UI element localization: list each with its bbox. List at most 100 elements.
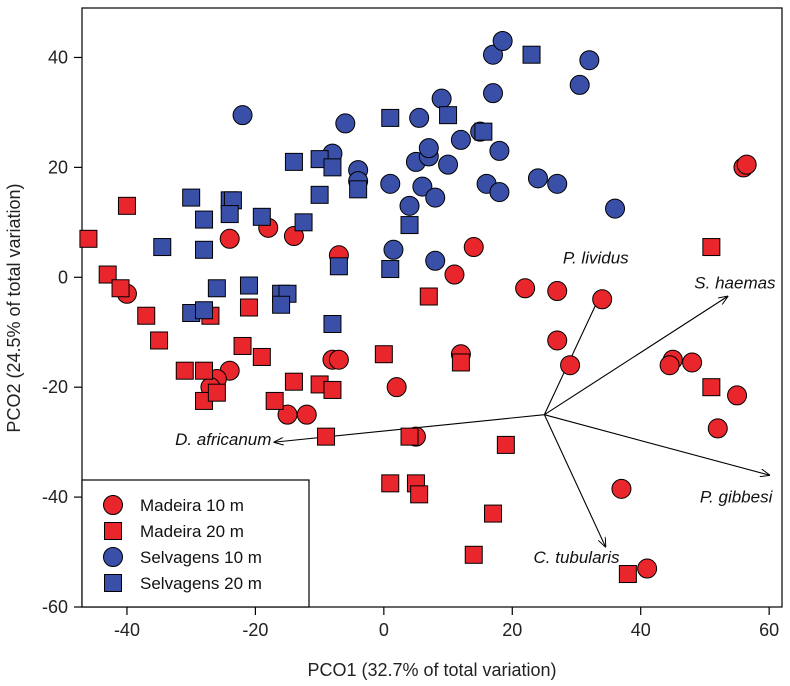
data-point xyxy=(383,239,404,260)
data-point xyxy=(239,298,258,317)
y-tick-label: -40 xyxy=(42,487,68,507)
data-point xyxy=(220,205,239,224)
data-point xyxy=(252,347,271,366)
legend-label: Selvagens 10 m xyxy=(140,548,262,567)
x-tick-label: 60 xyxy=(759,620,779,640)
data-point xyxy=(323,158,342,177)
points-layer xyxy=(79,30,757,584)
data-point xyxy=(265,391,284,410)
data-point xyxy=(195,301,214,320)
data-point xyxy=(386,377,407,398)
data-point xyxy=(727,385,748,406)
y-tick-label: -60 xyxy=(42,597,68,617)
data-point xyxy=(400,427,419,446)
data-point xyxy=(736,154,757,175)
legend-marker xyxy=(103,495,123,515)
vector-label: D. africanum xyxy=(175,430,271,449)
data-point xyxy=(527,168,548,189)
legend-label: Selvagens 20 m xyxy=(140,574,262,593)
data-point xyxy=(439,106,458,125)
data-point xyxy=(618,565,637,584)
data-point xyxy=(329,257,348,276)
data-point xyxy=(150,331,169,350)
data-point xyxy=(381,474,400,493)
vector-arrow xyxy=(543,414,605,547)
x-tick-label: -40 xyxy=(114,620,140,640)
vector-label: S. haemas xyxy=(694,273,776,292)
data-point xyxy=(232,105,253,126)
legend: Madeira 10 m Madeira 20 m Selvagens 10 m Se… xyxy=(81,479,310,608)
data-point xyxy=(418,138,439,159)
data-point xyxy=(233,336,252,355)
vector-arrow xyxy=(544,297,727,416)
data-point xyxy=(431,88,452,109)
vector-arrow xyxy=(544,414,769,475)
data-point xyxy=(381,108,400,127)
y-tick-label: 40 xyxy=(48,47,68,67)
data-point xyxy=(296,404,317,425)
y-axis-title: PCO2 (24.5% of total variation) xyxy=(4,183,24,432)
data-point xyxy=(195,361,214,380)
data-point xyxy=(522,45,541,64)
data-point xyxy=(450,129,471,150)
data-point xyxy=(464,545,483,564)
data-point xyxy=(175,361,194,380)
data-point xyxy=(547,281,568,302)
data-point xyxy=(425,250,446,271)
data-point xyxy=(489,140,510,161)
data-point xyxy=(560,355,581,376)
data-point xyxy=(496,435,515,454)
x-tick-label: 0 xyxy=(379,620,389,640)
data-point xyxy=(272,295,291,314)
data-point xyxy=(410,485,429,504)
data-point xyxy=(374,345,393,364)
data-point xyxy=(117,196,136,215)
legend-marker xyxy=(104,574,122,592)
data-point xyxy=(592,289,613,310)
data-point xyxy=(409,107,430,128)
legend-marker xyxy=(104,522,122,540)
data-point xyxy=(79,229,98,248)
data-point xyxy=(239,276,258,295)
data-point xyxy=(252,207,271,226)
series-group xyxy=(153,45,541,333)
data-point xyxy=(682,352,703,373)
data-point xyxy=(207,279,226,298)
data-point xyxy=(323,314,342,333)
data-point xyxy=(463,237,484,258)
data-point xyxy=(207,383,226,402)
data-point xyxy=(328,349,349,370)
data-point xyxy=(182,188,201,207)
data-point xyxy=(111,279,130,298)
vector-label: P. gibbesi xyxy=(700,488,774,507)
data-point xyxy=(484,504,503,523)
data-point xyxy=(637,558,658,579)
data-point xyxy=(219,228,240,249)
data-point xyxy=(702,238,721,257)
data-point xyxy=(489,182,510,203)
data-point xyxy=(335,113,356,134)
data-point xyxy=(294,213,313,232)
data-point xyxy=(137,306,156,325)
data-point xyxy=(547,173,568,194)
data-point xyxy=(425,187,446,208)
data-point xyxy=(579,50,600,71)
data-point xyxy=(381,260,400,279)
data-point xyxy=(98,265,117,284)
data-point xyxy=(569,74,590,95)
x-tick-label: 40 xyxy=(631,620,651,640)
data-point xyxy=(195,240,214,259)
axes-layer: -40 -20 0 20 40 60 -60 -40 -20 0 20 40 xyxy=(42,47,779,640)
data-point xyxy=(284,152,303,171)
data-point xyxy=(492,30,513,51)
data-point xyxy=(317,427,336,446)
data-point xyxy=(399,195,420,216)
data-point xyxy=(515,278,536,299)
data-point xyxy=(451,353,470,372)
legend-label: Madeira 20 m xyxy=(140,522,244,541)
data-point xyxy=(412,176,433,197)
data-point xyxy=(284,372,303,391)
data-point xyxy=(474,122,493,141)
data-point xyxy=(349,180,368,199)
y-tick-label: 20 xyxy=(48,157,68,177)
